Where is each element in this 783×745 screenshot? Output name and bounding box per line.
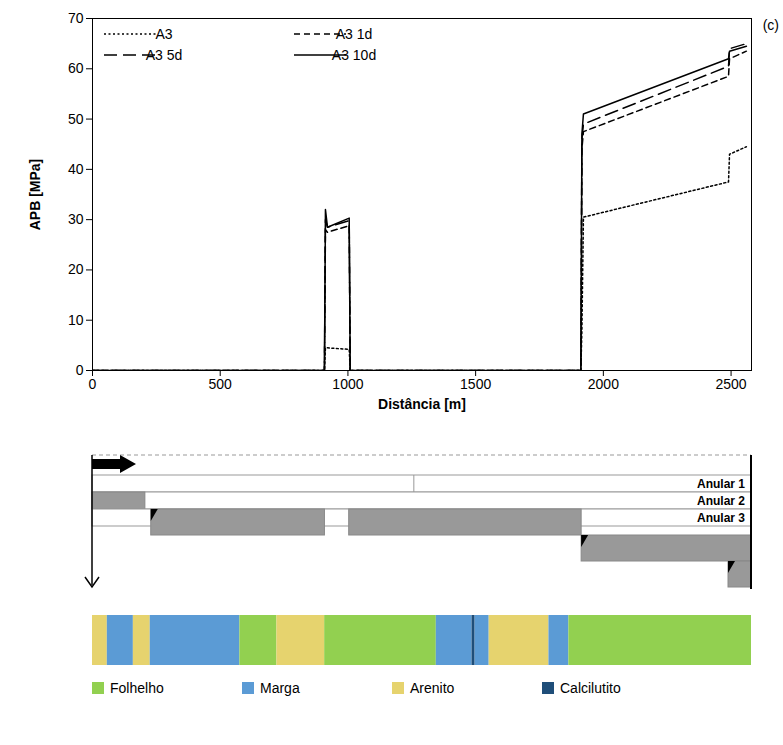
svg-text:1000: 1000 [332, 376, 363, 392]
svg-text:2500: 2500 [715, 376, 746, 392]
svg-text:Marga: Marga [260, 680, 300, 696]
svg-text:10: 10 [68, 312, 84, 328]
svg-text:500: 500 [209, 376, 233, 392]
svg-text:Arenito: Arenito [410, 680, 455, 696]
svg-text:APB [MPa]: APB [MPa] [27, 159, 43, 231]
svg-text:70: 70 [68, 10, 84, 26]
svg-text:50: 50 [68, 111, 84, 127]
svg-text:A3: A3 [155, 26, 172, 42]
svg-text:Folhelho: Folhelho [110, 680, 164, 696]
svg-text:0: 0 [89, 376, 97, 392]
svg-text:20: 20 [68, 261, 84, 277]
svg-text:A3 5d: A3 5d [146, 47, 183, 63]
svg-text:Anular 1: Anular 1 [697, 477, 745, 491]
svg-text:Anular 3: Anular 3 [697, 511, 745, 525]
svg-text:1500: 1500 [460, 376, 491, 392]
svg-text:0: 0 [76, 362, 84, 378]
svg-text:60: 60 [68, 60, 84, 76]
svg-text:A3 1d: A3 1d [336, 26, 373, 42]
svg-text:Calcilutito: Calcilutito [560, 680, 621, 696]
svg-text:30: 30 [68, 211, 84, 227]
svg-text:40: 40 [68, 161, 84, 177]
svg-text:Anular 2: Anular 2 [697, 494, 745, 508]
svg-text:Distância [m]: Distância [m] [378, 396, 466, 412]
svg-text:2000: 2000 [588, 376, 619, 392]
svg-text:A3 10d: A3 10d [332, 47, 376, 63]
svg-text:(c): (c) [763, 17, 779, 33]
